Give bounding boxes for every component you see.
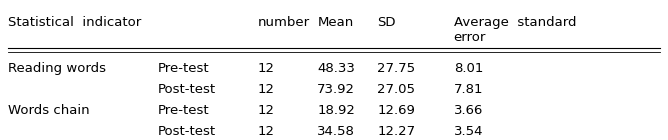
Text: Words chain: Words chain [8,104,90,117]
Text: 3.54: 3.54 [454,125,483,138]
Text: 12.69: 12.69 [377,104,415,117]
Text: Post-test: Post-test [158,83,216,96]
Text: 12.27: 12.27 [377,125,415,138]
Text: 12: 12 [257,83,275,96]
Text: 12: 12 [257,125,275,138]
Text: 12: 12 [257,104,275,117]
Text: Mean: Mean [317,16,353,29]
Text: 18.92: 18.92 [317,104,355,117]
Text: 7.81: 7.81 [454,83,483,96]
Text: number: number [257,16,310,29]
Text: 27.05: 27.05 [377,83,415,96]
Text: 12: 12 [257,62,275,74]
Text: 8.01: 8.01 [454,62,483,74]
Text: Pre-test: Pre-test [158,62,209,74]
Text: Statistical  indicator: Statistical indicator [8,16,142,29]
Text: 34.58: 34.58 [317,125,355,138]
Text: 27.75: 27.75 [377,62,415,74]
Text: Post-test: Post-test [158,125,216,138]
Text: Pre-test: Pre-test [158,104,209,117]
Text: 73.92: 73.92 [317,83,355,96]
Text: SD: SD [377,16,395,29]
Text: Reading words: Reading words [8,62,106,74]
Text: 3.66: 3.66 [454,104,483,117]
Text: Average  standard
error: Average standard error [454,16,576,44]
Text: 48.33: 48.33 [317,62,355,74]
